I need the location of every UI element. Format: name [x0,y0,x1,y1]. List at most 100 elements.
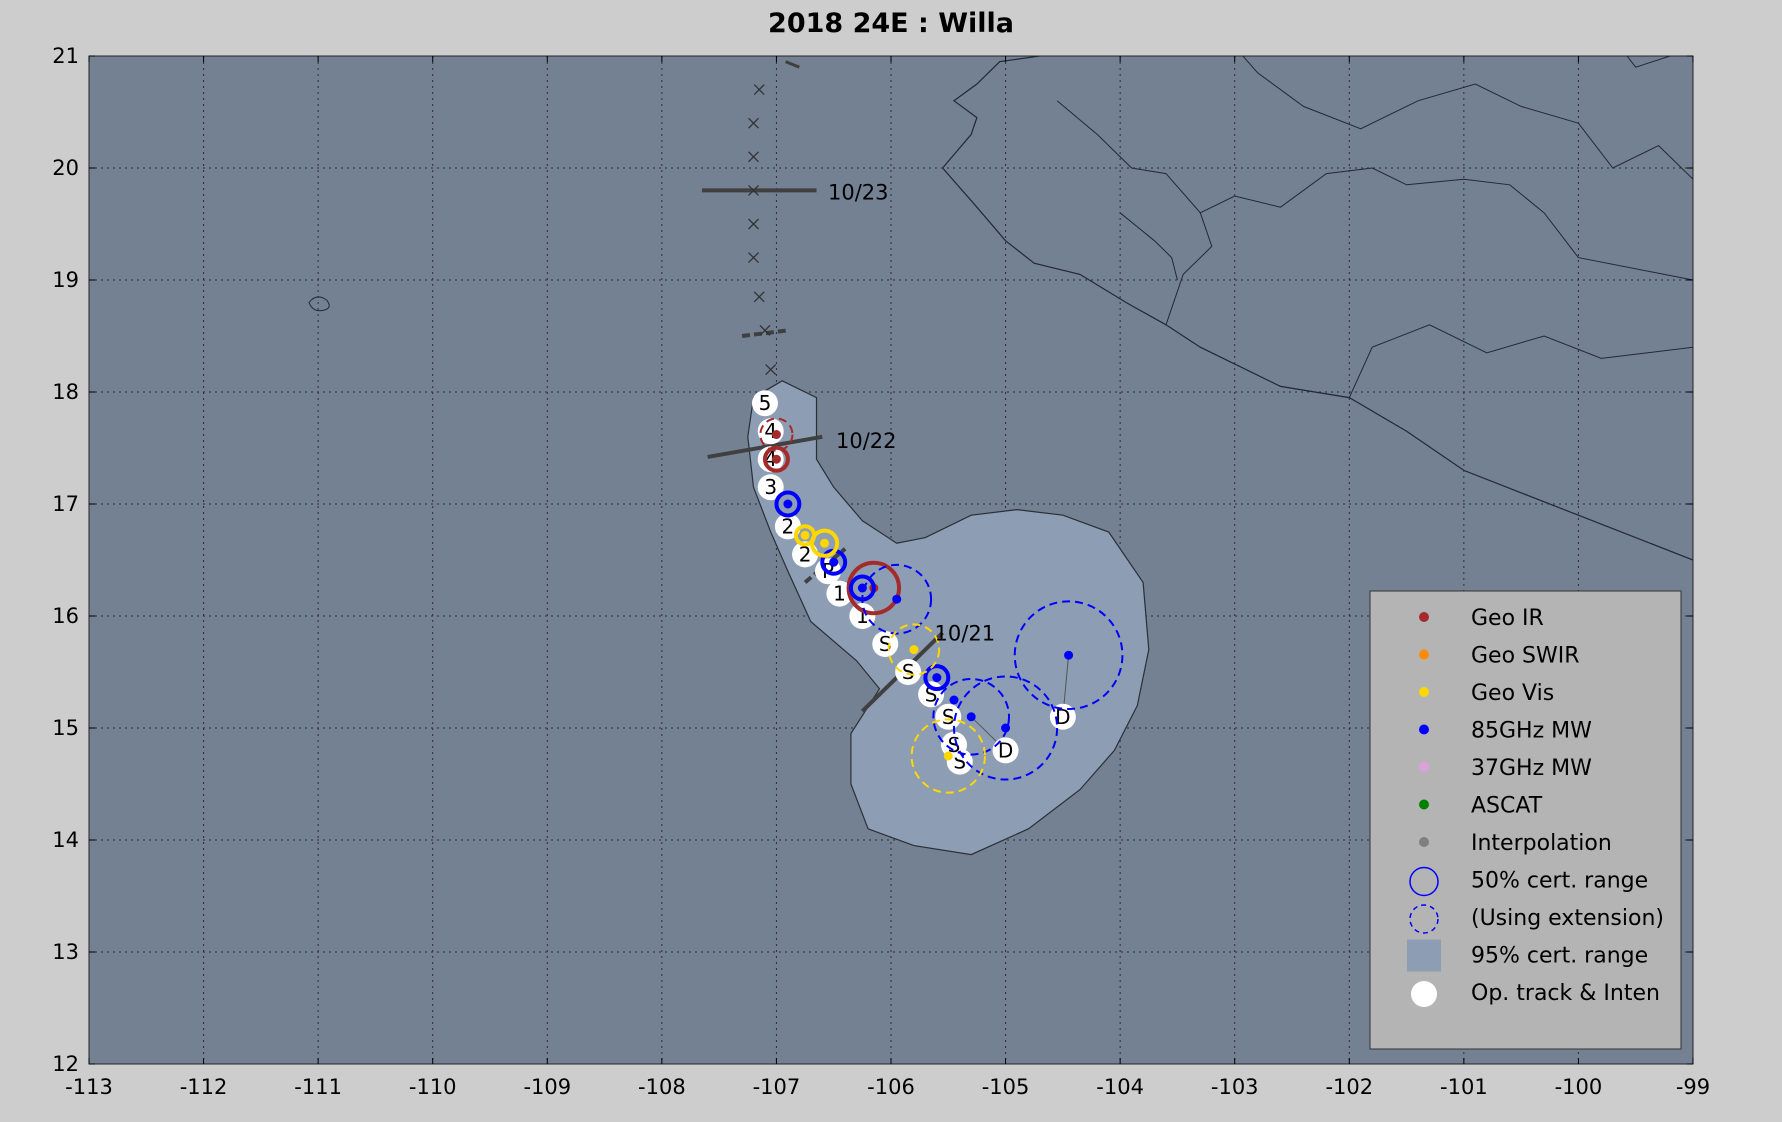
forecast-position-marker [748,184,759,196]
y-tick-label: 15 [52,716,79,740]
fix-point [771,454,781,464]
date-label: 10/21 [935,622,996,646]
legend-swatch [1409,866,1439,897]
certainty-cone-95 [747,380,1150,856]
forecast-x-stroke [748,117,759,129]
track-point [992,737,1019,764]
x-tick-label: -108 [638,1075,686,1099]
legend-item: Geo SWIR [1419,644,1580,669]
legend-label: Interpolation [1471,831,1612,856]
track-intensity-label: S [948,733,961,757]
legend-item: Geo Vis [1419,681,1554,706]
legend-label: Geo SWIR [1471,644,1580,669]
legend-swatch [1419,687,1429,697]
legend-swatch [1419,762,1429,772]
legend-swatch [1419,724,1429,735]
legend-swatch [1419,837,1429,847]
state-border [1578,122,1693,180]
date-label: 10/22 [836,429,897,453]
fix-certainty-ring [762,445,790,473]
x-tick-label: -111 [294,1075,342,1099]
y-tick-label: 16 [52,604,79,628]
fix-point [892,594,902,604]
fix-certainty-ring [1013,600,1124,711]
fix-certainty-ring [809,528,840,558]
island-socorro [308,296,330,312]
track-point [757,446,784,473]
forecast-x-stroke [753,84,765,96]
state-border [1056,100,1213,325]
day-separator-line [741,328,789,338]
y-tick-label: 19 [52,268,79,292]
y-tick-label: 21 [52,44,79,68]
fix-certainty-ring [861,563,933,635]
fix-point [949,695,959,705]
track-intensity-label: 2 [799,542,812,566]
legend-label: Geo IR [1471,606,1544,631]
legend-box [1369,590,1682,1050]
legend-swatch [1411,981,1437,1007]
legend-item: Op. track & Inten [1411,981,1660,1007]
fix-certainty-ring [774,490,802,518]
state-border [1200,167,1693,281]
legend-item: (Using extension) [1409,904,1664,934]
y-tick-label: 20 [52,156,79,180]
y-tick-label: 17 [52,492,79,516]
fix-point [966,712,976,722]
fix-point [943,751,953,761]
x-tick-label: -109 [523,1075,571,1099]
legend-label: 95% cert. range [1471,944,1648,969]
legend-swatch [1419,649,1429,660]
fix-point [932,673,942,683]
state-border [1626,56,1671,68]
y-tick-label: 18 [52,380,79,404]
legend-item: 95% cert. range [1407,939,1648,972]
x-tick-label: -112 [180,1075,228,1099]
y-tick-label: 13 [52,940,79,964]
fix-certainty-ring [846,560,902,616]
track-point [751,390,778,417]
fix-point [820,538,830,548]
state-border [1463,56,1469,57]
fix-point [1064,650,1074,660]
legend-label: Op. track & Inten [1471,981,1660,1006]
track-intensity-label: S [902,660,915,684]
track-intensity-label: S [942,705,955,729]
legend-label: (Using extension) [1471,906,1664,931]
forecast-position-marker [748,117,759,129]
legend-item: Geo IR [1419,606,1544,631]
forecast-position-marker [759,324,771,336]
x-tick-label: -105 [982,1075,1030,1099]
forecast-position-marker [765,364,777,376]
track-point [895,659,922,685]
fix-point [909,645,919,655]
x-tick-label: -104 [1096,1075,1144,1099]
track-point [826,580,853,607]
day-separator-line [707,434,823,459]
fix-point [771,430,781,440]
x-tick-label: -99 [1676,1075,1710,1099]
legend-item: Interpolation [1419,831,1612,856]
forecast-position-marker [748,218,759,230]
legend-label: 37GHz MW [1471,756,1592,781]
fix-point [1001,723,1011,733]
x-tick-label: -107 [753,1075,801,1099]
fix-point [800,530,810,540]
track-intensity-label: D [1055,705,1070,729]
fix-point [829,557,839,567]
x-tick-label: -103 [1211,1075,1259,1099]
track-point [757,474,784,501]
legend-swatch [1409,904,1439,934]
forecast-position-marker [753,84,765,96]
forecast-x-stroke [753,291,765,303]
fix-certainty-ring [887,623,941,676]
legend-item: ASCAT [1419,794,1543,819]
legend-label: 85GHz MW [1471,719,1592,744]
fix-certainty-ring [953,675,1059,781]
fix-certainty-ring [910,718,986,794]
x-tick-label: -113 [65,1075,113,1099]
legend-label: 50% cert. range [1471,869,1648,894]
legend-item: 50% cert. range [1409,866,1648,897]
